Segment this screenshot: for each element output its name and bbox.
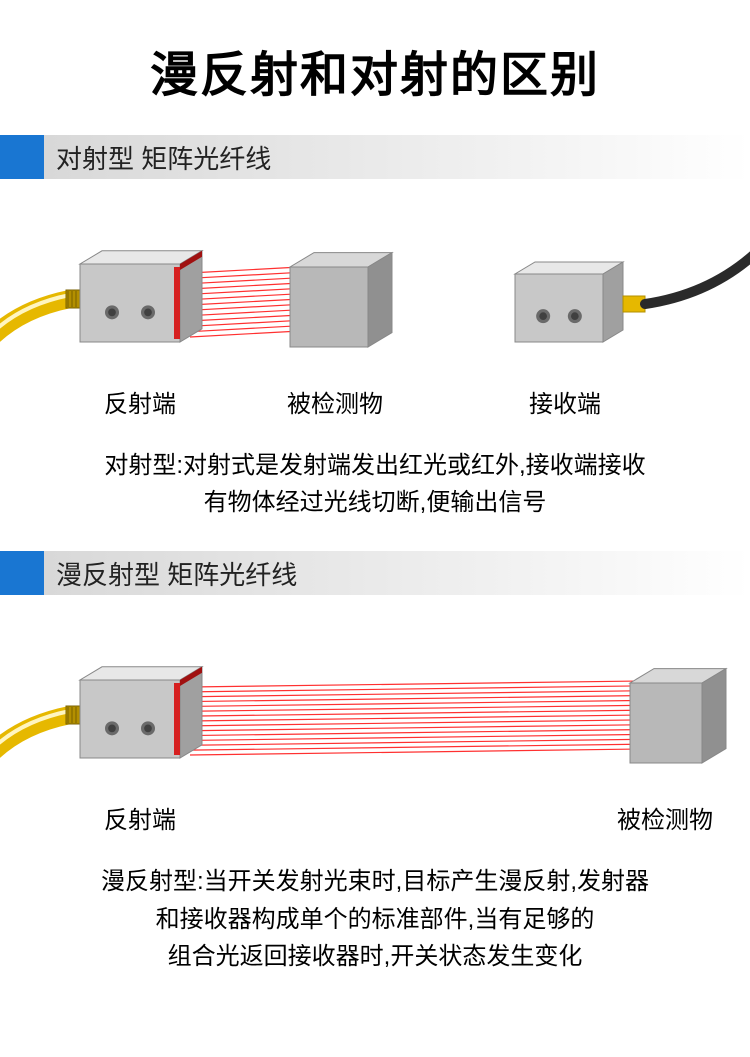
desc2-line2: 和接收器构成单个的标准部件,当有足够的 [30,901,720,938]
section1-description: 对射型:对射式是发射端发出红光或红外,接收端接收 有物体经过光线切断,便输出信号 [0,429,750,551]
label-receiver-1: 接收端 [505,384,625,419]
blue-accent-bar [0,135,44,179]
label-object-1: 被检测物 [275,384,395,419]
section1-header-text: 对射型 矩阵光纤线 [44,135,750,179]
section2-header-text: 漫反射型 矩阵光纤线 [44,551,750,595]
label-object-2: 被检测物 [605,800,725,835]
section1-header: 对射型 矩阵光纤线 [0,135,750,179]
label-emitter-1: 反射端 [80,384,200,419]
blue-accent-bar-2 [0,551,44,595]
section1-diagram: 反射端 被检测物 接收端 [0,209,750,429]
section2-diagram: 反射端 被检测物 [0,625,750,845]
desc1-line2: 有物体经过光线切断,便输出信号 [30,484,720,521]
main-title: 漫反射和对射的区别 [0,0,750,135]
section2-header: 漫反射型 矩阵光纤线 [0,551,750,595]
section2-description: 漫反射型:当开关发射光束时,目标产生漫反射,发射器 和接收器构成单个的标准部件,… [0,845,750,1005]
desc1-line1: 对射型:对射式是发射端发出红光或红外,接收端接收 [30,447,720,484]
label-emitter-2: 反射端 [80,800,200,835]
desc2-line1: 漫反射型:当开关发射光束时,目标产生漫反射,发射器 [30,863,720,900]
desc2-line3: 组合光返回接收器时,开关状态发生变化 [30,938,720,975]
